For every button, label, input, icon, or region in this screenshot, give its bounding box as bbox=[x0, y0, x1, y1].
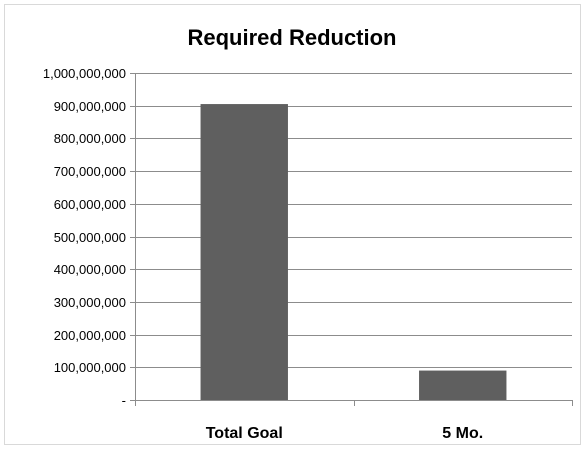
x-tick-label: 5 Mo. bbox=[442, 425, 483, 442]
y-tick-label: 400,000,000 bbox=[54, 262, 126, 277]
chart-title: Required Reduction bbox=[187, 25, 396, 50]
y-tick-label: 900,000,000 bbox=[54, 99, 126, 114]
y-tick-label: - bbox=[122, 393, 126, 408]
y-axis-ticks: - 100,000,000 200,000,000 300,000,000 400,00… bbox=[43, 66, 135, 408]
y-tick-label: 1,000,000,000 bbox=[43, 66, 126, 81]
y-tick-label: 800,000,000 bbox=[54, 131, 126, 146]
bar-total-goal bbox=[200, 104, 288, 400]
y-tick-label: 600,000,000 bbox=[54, 197, 126, 212]
bars bbox=[200, 104, 507, 400]
y-tick-label: 500,000,000 bbox=[54, 230, 126, 245]
y-tick-label: 100,000,000 bbox=[54, 360, 126, 375]
bar-5-mo bbox=[419, 370, 507, 400]
axes bbox=[135, 73, 572, 401]
x-axis-ticks: Total Goal 5 Mo. bbox=[135, 400, 573, 442]
y-tick-label: 300,000,000 bbox=[54, 295, 126, 310]
y-tick-label: 200,000,000 bbox=[54, 328, 126, 343]
y-tick-label: 700,000,000 bbox=[54, 164, 126, 179]
x-tick-label: Total Goal bbox=[206, 425, 283, 442]
